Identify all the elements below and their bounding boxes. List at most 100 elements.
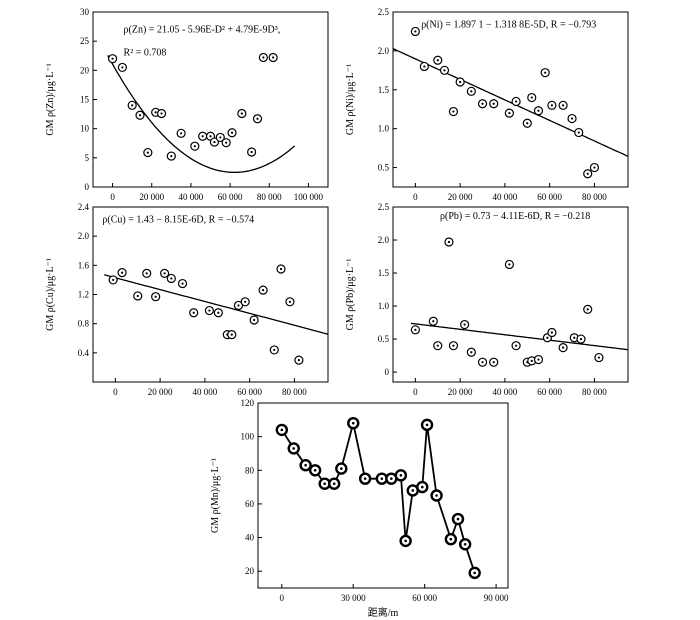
fit-line	[104, 274, 328, 335]
data-point	[460, 319, 470, 330]
y-tick-label: 2.4	[78, 202, 90, 212]
data-point	[583, 304, 593, 314]
data-point	[143, 147, 153, 158]
x-tick-label: 80 000	[582, 387, 607, 397]
data-point	[189, 308, 199, 318]
data-point	[204, 305, 214, 316]
data-point	[428, 316, 438, 326]
y-tick-label: 60	[245, 499, 255, 509]
data-point	[433, 55, 443, 65]
data-point	[511, 96, 521, 107]
data-point	[160, 268, 170, 278]
data-point	[198, 131, 208, 141]
data-point	[533, 354, 544, 365]
data-point	[285, 297, 295, 307]
x-tick-label: 60 000	[537, 192, 562, 202]
data-point	[177, 278, 188, 289]
chart-panel-pb: 0 0.5 1.0 1.5 2.0 2.5 0 20 000 40 000 60 000 80 00…	[345, 202, 629, 397]
data-point	[504, 108, 514, 118]
data-point	[142, 268, 152, 278]
plot-frame	[92, 11, 329, 188]
data-point	[466, 347, 476, 357]
data-point	[108, 275, 118, 285]
data-point	[540, 68, 550, 78]
data-point	[547, 100, 557, 110]
data-point	[511, 341, 521, 351]
data-point	[209, 137, 220, 147]
data-point	[448, 341, 459, 351]
x-tick-label: 20 000	[148, 387, 173, 397]
plot-frame	[92, 206, 329, 383]
data-point	[477, 99, 488, 109]
data-point	[117, 268, 127, 278]
data-point	[567, 113, 577, 124]
data-point	[215, 132, 225, 143]
chart-panel-zn: 0 5 10 15 20 25 30 0 20 000 40 000 60 000 80 000 100…	[45, 7, 329, 202]
x-tick-label: 0	[413, 387, 418, 397]
data-point	[410, 26, 420, 37]
data-point	[269, 345, 279, 355]
regression-equation: ρ(Ni) = 1.897 1 − 1.318 8E-5D, R = −0.79…	[421, 19, 596, 30]
y-tick-label: 80	[245, 465, 255, 475]
data-point	[433, 341, 443, 351]
data-point	[258, 285, 268, 295]
data-point	[410, 325, 420, 335]
data-point	[213, 308, 223, 318]
y-tick-label: 120	[241, 398, 255, 408]
data-point	[166, 273, 176, 284]
data-point	[133, 291, 143, 301]
data-point	[347, 416, 360, 430]
y-tick-label: 0.5	[378, 163, 390, 173]
data-point	[444, 237, 454, 247]
data-point	[489, 99, 499, 109]
data-point	[451, 512, 465, 526]
x-tick-label: 80 000	[582, 192, 607, 202]
y-tick-label: 0	[385, 367, 390, 377]
data-point	[533, 106, 544, 116]
y-tick-label: 1.0	[378, 124, 390, 134]
plot-frame	[257, 402, 509, 589]
data-point	[335, 462, 348, 475]
data-point	[268, 52, 278, 63]
data-point	[444, 533, 458, 546]
data-point	[127, 100, 137, 110]
regression-equation: R² = 0.708	[124, 47, 167, 58]
x-tick-label: 20 000	[139, 192, 164, 202]
data-point	[466, 86, 476, 96]
x-tick-label: 40 000	[493, 192, 518, 202]
y-axis-label: GM ρ(Ni)/μg·L⁻¹	[345, 64, 356, 135]
data-point	[237, 108, 247, 119]
x-tick-label: 100 000	[294, 192, 324, 202]
data-point	[489, 357, 499, 367]
data-point	[227, 128, 237, 138]
regression-equation: ρ(Pb) = 0.73 − 4.11E-6D, R = −0.218	[440, 211, 590, 222]
data-point	[299, 459, 312, 472]
x-tick-label: 0	[413, 192, 418, 202]
fit-line	[393, 48, 628, 157]
data-point	[252, 114, 263, 124]
data-point	[558, 100, 568, 110]
y-tick-label: 15	[80, 95, 90, 105]
data-point	[294, 355, 304, 365]
data-point	[190, 141, 200, 151]
y-tick-label: 1.5	[378, 268, 390, 278]
data-point	[166, 151, 176, 161]
data-point	[287, 442, 300, 455]
y-tick-label: 1.5	[378, 85, 390, 95]
data-point	[135, 110, 145, 120]
data-point	[221, 138, 231, 148]
data-point	[419, 61, 429, 72]
data-point	[522, 118, 532, 128]
data-point	[558, 343, 568, 353]
x-tick-label: 40 000	[493, 387, 518, 397]
data-point	[275, 423, 289, 437]
y-tick-label: 0.5	[378, 334, 390, 344]
y-tick-label: 10	[80, 124, 90, 134]
x-tick-label: 60 000	[412, 593, 437, 603]
x-tick-label: 60 000	[537, 387, 562, 397]
y-tick-label: 2.5	[378, 7, 390, 17]
data-point	[458, 538, 472, 551]
regression-equation: ρ(Zn) = 21.05 - 5.96E-D² + 4.79E-9D³,	[124, 25, 281, 36]
chart-panel-cu: 0.4 0.8 1.2 1.6 2.0 2.4 0 20 000 40 000 60 000 80 …	[45, 202, 329, 397]
x-tick-label: 60 000	[218, 192, 243, 202]
